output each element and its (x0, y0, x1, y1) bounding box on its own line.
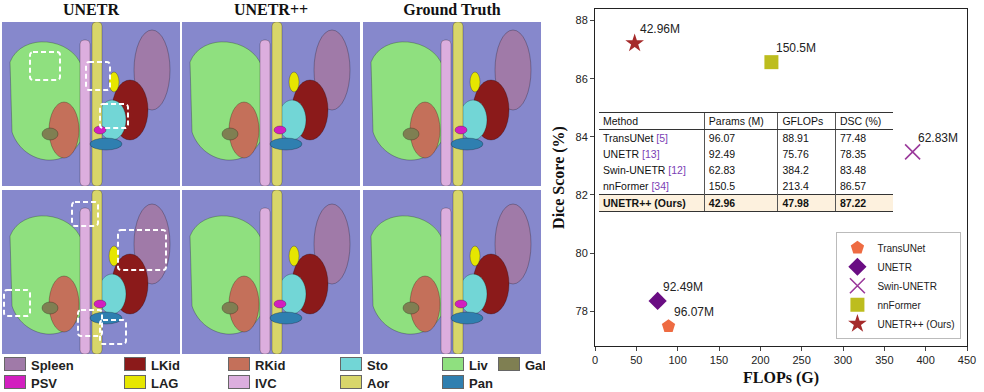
html-text:83.48: 83.48 (839, 164, 867, 176)
svg-text:42.96M: 42.96M (640, 22, 680, 36)
svg-text:350: 350 (875, 354, 893, 366)
html-text:Pan: Pan (469, 376, 493, 391)
svg-text:50: 50 (630, 354, 642, 366)
html-text:Aor: Aor (367, 376, 390, 391)
html-text:Liv: Liv (469, 358, 488, 373)
html-text:92.49: 92.49 (708, 148, 736, 160)
svg-text:400: 400 (916, 354, 934, 366)
html-text:62.83: 62.83 (708, 164, 736, 176)
svg-text:100: 100 (668, 354, 686, 366)
svg-text:nnFormer: nnFormer (877, 300, 921, 311)
html-text:Gal: Gal (525, 358, 546, 373)
html-text:96.07: 96.07 (708, 132, 736, 144)
html-text:86.57: 86.57 (839, 180, 867, 192)
html-text:nnFormer [34]: nnFormer [34] (603, 180, 669, 192)
html-text:Method: Method (603, 115, 638, 127)
svg-text:150: 150 (710, 354, 728, 366)
html-text:Sto: Sto (367, 358, 388, 373)
svg-text:300: 300 (834, 354, 852, 366)
svg-text:96.07M: 96.07M (674, 305, 714, 319)
html-text:UNETR++: UNETR++ (233, 1, 309, 18)
svg-text:82: 82 (576, 189, 588, 201)
svg-text:0: 0 (592, 354, 598, 366)
html-text:UNETR: UNETR (63, 1, 119, 18)
html-text:213.4: 213.4 (782, 180, 809, 192)
html-text:UNETR++ (Ours): UNETR++ (Ours) (603, 197, 686, 209)
svg-text:62.83M: 62.83M (918, 131, 958, 145)
svg-text:TransUNet: TransUNet (877, 243, 925, 254)
svg-text:88: 88 (576, 14, 588, 26)
html-text:47.98: 47.98 (782, 197, 809, 209)
html-text:Ground Truth: Ground Truth (403, 1, 501, 18)
svg-text:78: 78 (576, 305, 588, 317)
html-text:UNETR [13]: UNETR [13] (603, 148, 660, 160)
html-text:LAG: LAG (151, 376, 179, 391)
svg-text:FLOPs (G): FLOPs (G) (743, 369, 819, 387)
html-text:Params (M): Params (M) (708, 115, 764, 127)
html-text:75.76: 75.76 (782, 148, 809, 160)
svg-text:86: 86 (576, 73, 588, 85)
html-text:77.48: 77.48 (839, 132, 867, 144)
svg-text:92.49M: 92.49M (663, 280, 703, 294)
svg-text:250: 250 (792, 354, 810, 366)
html-text:LKid: LKid (151, 358, 180, 373)
html-text:150.5: 150.5 (708, 180, 736, 192)
html-text:RKid: RKid (255, 358, 286, 373)
html-text:78.35: 78.35 (839, 148, 867, 160)
html-text:42.96: 42.96 (708, 197, 736, 209)
svg-text:UNETR++ (Ours): UNETR++ (Ours) (877, 319, 954, 330)
html-text:TransUNet [5]: TransUNet [5] (603, 132, 668, 144)
svg-text:450: 450 (958, 354, 976, 366)
html-text:Swin-UNETR [12]: Swin-UNETR [12] (603, 164, 686, 176)
html-text:87.22: 87.22 (839, 197, 867, 209)
svg-text:200: 200 (751, 354, 769, 366)
html-text:384.2: 384.2 (782, 164, 809, 176)
svg-text:80: 80 (576, 247, 588, 259)
svg-text:Dice Score (%): Dice Score (%) (550, 126, 568, 229)
html-text:PSV: PSV (31, 376, 57, 391)
html-text:Spleen: Spleen (31, 358, 74, 373)
html-text:88.91: 88.91 (782, 132, 809, 144)
svg-text:UNETR: UNETR (877, 262, 911, 273)
html-text:IVC: IVC (255, 376, 277, 391)
svg-text:84: 84 (576, 131, 588, 143)
svg-text:Swin-UNETR: Swin-UNETR (877, 281, 936, 292)
html-text:GFLOPs: GFLOPs (782, 115, 824, 127)
svg-text:150.5M: 150.5M (776, 41, 816, 55)
html-text:DSC (%): DSC (%) (839, 115, 882, 127)
